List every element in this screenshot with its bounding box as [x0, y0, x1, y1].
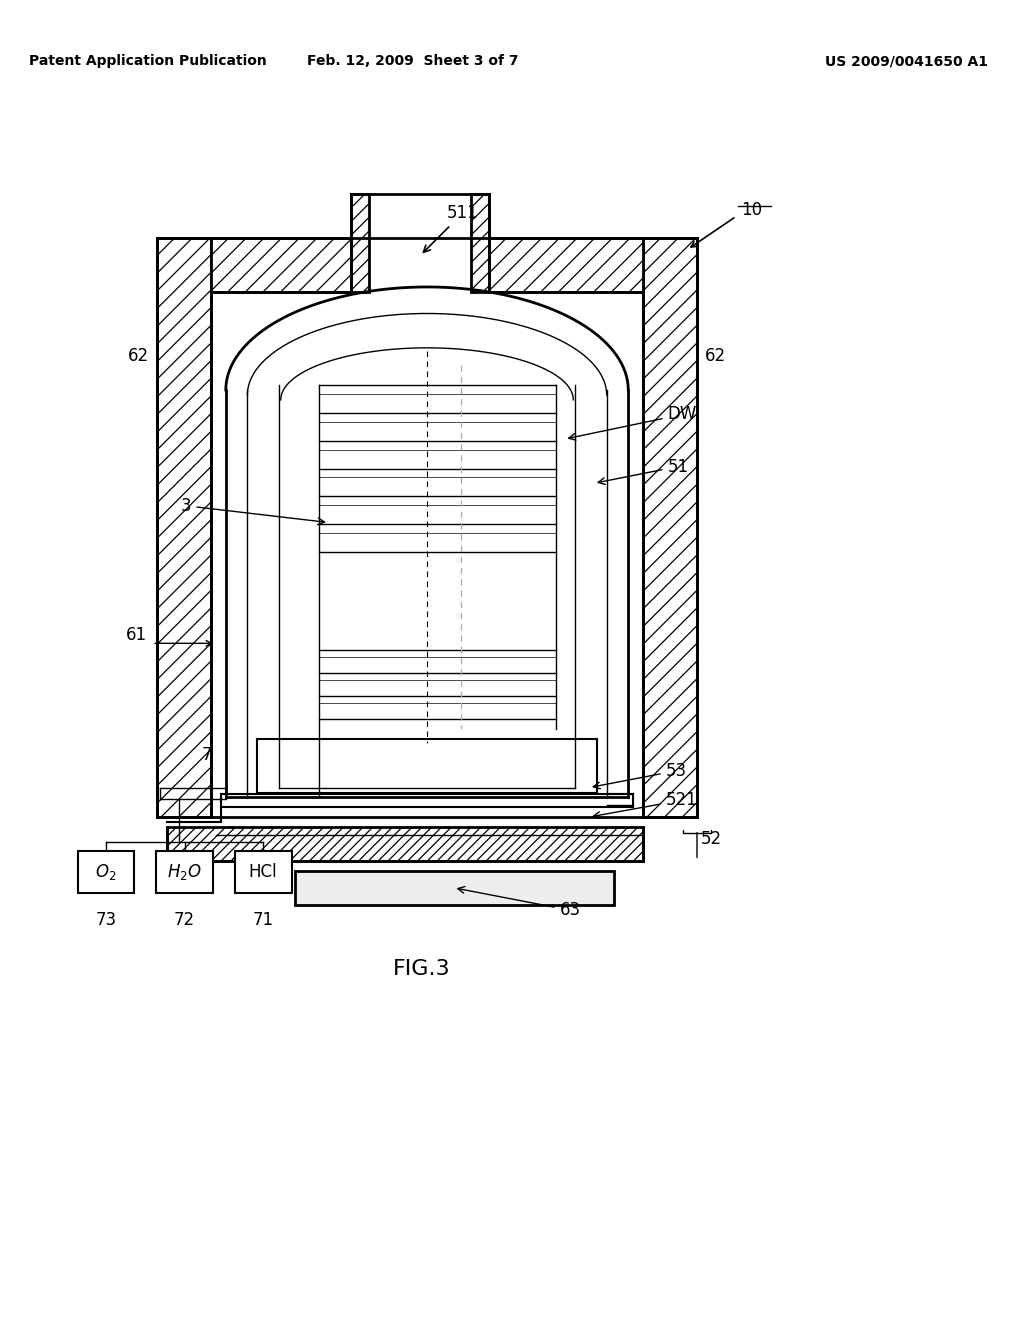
Bar: [295, 871, 613, 906]
Bar: [157, 238, 211, 817]
Bar: [643, 238, 697, 817]
Bar: [351, 194, 369, 292]
Text: 53: 53: [593, 762, 687, 789]
Text: 62: 62: [705, 347, 726, 364]
Bar: [156, 851, 213, 892]
Bar: [234, 851, 292, 892]
Text: Patent Application Publication: Patent Application Publication: [30, 54, 267, 69]
Bar: [643, 238, 697, 817]
Text: US 2009/0041650 A1: US 2009/0041650 A1: [824, 54, 987, 69]
Bar: [471, 194, 488, 292]
Text: 10: 10: [741, 201, 762, 219]
Text: 72: 72: [174, 911, 196, 929]
Text: 7: 7: [202, 746, 212, 764]
Text: FIG.3: FIG.3: [393, 960, 451, 979]
Bar: [488, 238, 643, 292]
Text: 73: 73: [95, 911, 117, 929]
Bar: [157, 238, 211, 817]
Text: HCl: HCl: [249, 863, 278, 880]
Bar: [167, 826, 643, 861]
Text: 62: 62: [128, 347, 150, 364]
Text: 51: 51: [598, 458, 689, 484]
Text: 71: 71: [253, 911, 273, 929]
Bar: [211, 238, 351, 292]
Bar: [167, 826, 643, 861]
Text: 3: 3: [181, 496, 325, 524]
Text: 521: 521: [593, 791, 697, 818]
Text: 511: 511: [424, 205, 478, 252]
Text: 52: 52: [700, 829, 722, 847]
Bar: [471, 194, 488, 292]
Text: DW: DW: [568, 405, 697, 440]
Bar: [78, 851, 134, 892]
Text: 63: 63: [458, 887, 581, 919]
Bar: [488, 238, 643, 292]
Text: $O_2$: $O_2$: [95, 862, 117, 882]
Bar: [211, 238, 351, 292]
Text: $H_2O$: $H_2O$: [167, 862, 202, 882]
Text: 61: 61: [126, 627, 147, 644]
Text: Feb. 12, 2009  Sheet 3 of 7: Feb. 12, 2009 Sheet 3 of 7: [306, 54, 518, 69]
Bar: [351, 194, 369, 292]
